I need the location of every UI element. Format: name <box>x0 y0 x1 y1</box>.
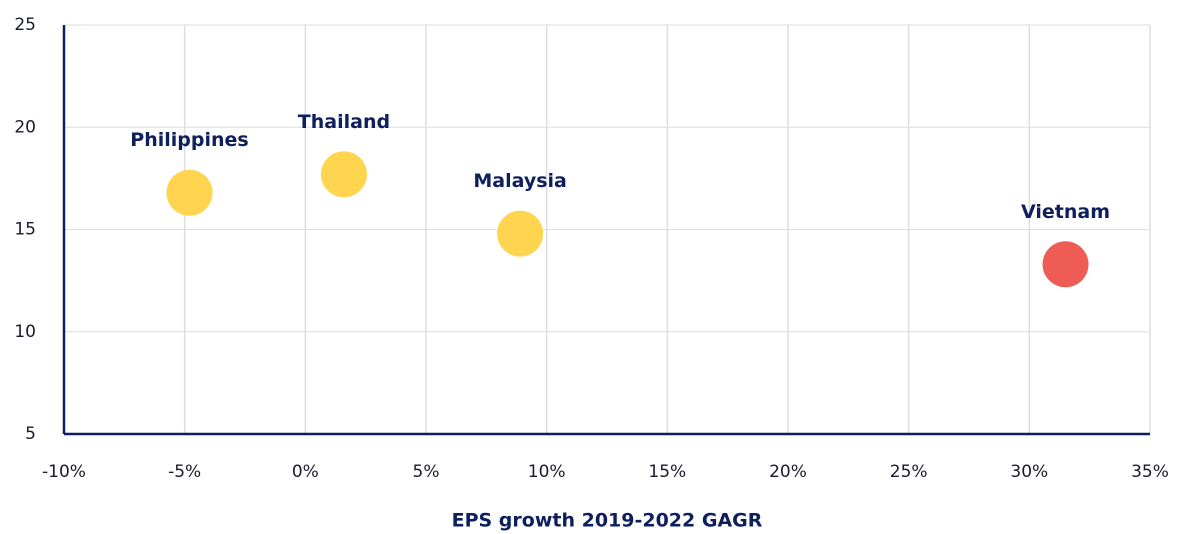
x-tick-label: 0% <box>292 462 319 482</box>
point <box>166 169 213 216</box>
point-label: Thailand <box>298 111 390 133</box>
x-tick-label: 30% <box>1010 462 1048 482</box>
point-label: Philippines <box>130 129 248 151</box>
y-tick-label: 5 <box>25 424 36 444</box>
point <box>1042 241 1089 288</box>
x-tick-label: 25% <box>890 462 928 482</box>
point-label: Vietnam <box>1021 201 1110 223</box>
point <box>320 151 367 198</box>
x-tick-label: 35% <box>1131 462 1169 482</box>
x-tick-label: 15% <box>648 462 686 482</box>
x-tick-label: 10% <box>528 462 566 482</box>
x-tick-label: 5% <box>413 462 440 482</box>
y-tick-label: 25 <box>14 15 36 35</box>
x-axis-title: EPS growth 2019-2022 GAGR <box>452 510 763 532</box>
point-label: Malaysia <box>473 170 567 192</box>
y-tick-label: 15 <box>14 220 36 240</box>
x-tick-label: -10% <box>42 462 86 482</box>
x-tick-label: 20% <box>769 462 807 482</box>
y-tick-label: 10 <box>14 322 36 342</box>
x-tick-label: -5% <box>168 462 201 482</box>
point <box>497 210 544 257</box>
y-tick-label: 20 <box>14 117 36 137</box>
